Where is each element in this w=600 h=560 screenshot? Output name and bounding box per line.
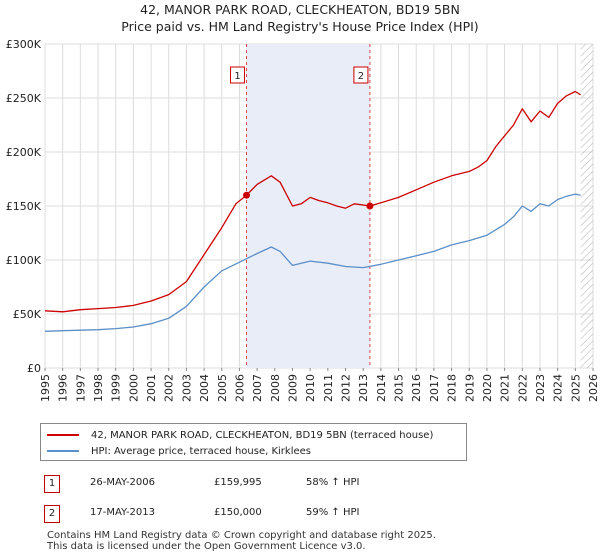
legend-item-hpi: HPI: Average price, terraced house, Kirk… bbox=[47, 443, 311, 459]
series bbox=[44, 90, 581, 332]
footer: Contains HM Land Registry data © Crown c… bbox=[47, 530, 436, 552]
y-tick-label: £0 bbox=[27, 362, 41, 375]
chart-title-line2: Price paid vs. HM Land Registry's House … bbox=[121, 19, 479, 34]
x-tick-label: 2025 bbox=[569, 374, 582, 402]
x-tick-label: 2003 bbox=[180, 374, 193, 402]
event-price: £150,000 bbox=[214, 507, 262, 518]
footer-licence: This data is licensed under the Open Gov… bbox=[47, 541, 366, 552]
x-tick-label: 2006 bbox=[233, 374, 246, 402]
y-tick-label: £50K bbox=[13, 308, 42, 321]
x-tick-label: 2001 bbox=[145, 374, 158, 402]
legend-swatch-hpi bbox=[47, 450, 79, 452]
event-hpi-change: 58% ↑ HPI bbox=[306, 477, 360, 488]
y-tick-label: £200K bbox=[6, 146, 42, 159]
x-tick-label: 2023 bbox=[534, 374, 547, 402]
event-label-box bbox=[230, 66, 246, 84]
x-tick-label: 2018 bbox=[446, 374, 459, 402]
legend-swatch-property bbox=[47, 434, 79, 436]
event-label: 1 bbox=[234, 71, 240, 82]
legend-label-property: 42, MANOR PARK ROAD, CLECKHEATON, BD19 5… bbox=[91, 429, 434, 441]
x-tick-label: 2014 bbox=[375, 374, 388, 402]
y-tick-label: £250K bbox=[6, 92, 42, 105]
axes: £0 £50K £100K £150K £200K £250K £300K 1995 1996 1… bbox=[6, 38, 600, 402]
x-tick-label: 2011 bbox=[322, 374, 335, 402]
legend-label-hpi: HPI: Average price, terraced house, Kirk… bbox=[91, 445, 312, 457]
hpi-line bbox=[44, 193, 581, 332]
x-tick-label: 2010 bbox=[304, 374, 317, 402]
x-tick-label: 2005 bbox=[216, 374, 229, 402]
event-badge: 2 bbox=[44, 505, 60, 523]
event-price: £159,995 bbox=[214, 477, 262, 488]
x-tick-label: 2019 bbox=[463, 374, 476, 402]
x-tick-label: 2008 bbox=[269, 374, 282, 402]
forecast-hatch bbox=[580, 44, 593, 368]
x-tick-label: 2020 bbox=[481, 374, 494, 402]
sale-point bbox=[366, 202, 374, 210]
x-tick-label: 1995 bbox=[39, 374, 52, 402]
x-tick-label: 1999 bbox=[110, 374, 123, 402]
event-hpi-change: 59% ↑ HPI bbox=[306, 507, 360, 518]
chart-title-line1: 42, MANOR PARK ROAD, CLECKHEATON, BD19 5… bbox=[140, 2, 460, 17]
event-date: 17-MAY-2013 bbox=[90, 507, 156, 518]
x-tick-label: 1998 bbox=[92, 374, 105, 402]
x-tick-label: 1997 bbox=[74, 374, 87, 402]
x-tick-label: 2004 bbox=[198, 374, 211, 402]
event-label: 2 bbox=[358, 71, 364, 82]
x-tick-label: 2021 bbox=[499, 374, 512, 402]
x-tick-label: 2026 bbox=[587, 374, 600, 402]
footer-copyright: Contains HM Land Registry data © Crown c… bbox=[47, 530, 436, 541]
x-tick-label: 2007 bbox=[251, 374, 264, 402]
x-tick-label: 2024 bbox=[552, 374, 565, 402]
event-badge: 1 bbox=[44, 475, 60, 493]
property-price-line bbox=[44, 90, 581, 313]
sale-point bbox=[243, 191, 251, 199]
x-tick-label: 2012 bbox=[340, 374, 353, 402]
x-tick-label: 2017 bbox=[428, 374, 441, 402]
x-tick-label: 2002 bbox=[163, 374, 176, 402]
price-chart: £0 £50K £100K £150K £200K £250K £300K 1995 1996 1… bbox=[6, 38, 600, 402]
event-label-box bbox=[353, 66, 369, 84]
x-tick-label: 2015 bbox=[393, 374, 406, 402]
x-tick-label: 2009 bbox=[286, 374, 299, 402]
event-date: 26-MAY-2006 bbox=[90, 477, 156, 488]
x-tick-label: 2016 bbox=[410, 374, 423, 402]
x-tick-label: 2022 bbox=[516, 374, 529, 402]
legend-item-property: 42, MANOR PARK ROAD, CLECKHEATON, BD19 5… bbox=[47, 427, 433, 443]
x-tick-label: 2000 bbox=[127, 374, 140, 402]
x-tick-label: 2013 bbox=[357, 374, 370, 402]
y-tick-label: £100K bbox=[6, 254, 42, 267]
x-tick-label: 1996 bbox=[57, 374, 70, 402]
y-tick-label: £300K bbox=[6, 38, 42, 51]
legend: 42, MANOR PARK ROAD, CLECKHEATON, BD19 5… bbox=[40, 423, 467, 461]
y-tick-label: £150K bbox=[6, 200, 42, 213]
